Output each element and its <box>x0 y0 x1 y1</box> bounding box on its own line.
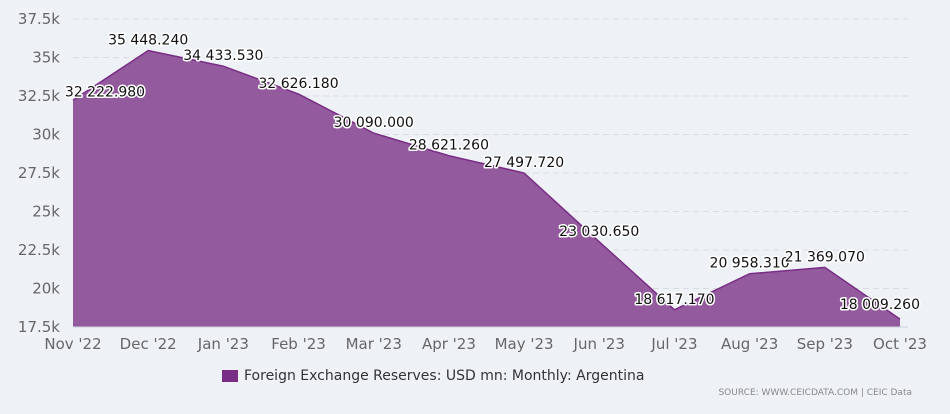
data-label: 30 090.000 <box>334 115 414 131</box>
x-tick-label: Sep '23 <box>797 335 853 353</box>
x-tick-label: Nov '22 <box>44 335 101 353</box>
data-label: 23 030.650 <box>559 224 639 240</box>
x-tick-label: Dec '22 <box>120 335 177 353</box>
y-tick-label: 32.5k <box>18 87 60 105</box>
y-tick-label: 25k <box>32 203 60 221</box>
y-tick-label: 20k <box>32 280 60 298</box>
data-label: 18 009.260 <box>840 297 920 313</box>
data-label: 32 222.980 <box>65 84 145 100</box>
y-tick-label: 22.5k <box>18 241 60 259</box>
series-line <box>72 49 901 320</box>
y-tick-label: 37.5k <box>18 10 60 28</box>
data-label: 20 958.310 <box>710 256 790 272</box>
x-tick-label: Aug '23 <box>721 335 778 353</box>
x-tick-label: Feb '23 <box>271 335 326 353</box>
y-tick-label: 27.5k <box>18 164 60 182</box>
x-tick-label: Jan '23 <box>197 335 249 353</box>
x-tick-label: Oct '23 <box>873 335 927 353</box>
data-label: 18 617.170 <box>634 292 714 308</box>
x-tick-label: May '23 <box>495 335 554 353</box>
y-tick-label: 35k <box>32 49 60 67</box>
data-label: 32 626.180 <box>258 76 338 92</box>
x-tick-label: Jun '23 <box>573 335 625 353</box>
x-tick-label: Mar '23 <box>346 335 402 353</box>
x-tick-label: Apr '23 <box>422 335 476 353</box>
legend-item[interactable]: Foreign Exchange Reserves: USD mn: Month… <box>222 368 644 384</box>
area-fill <box>73 50 900 327</box>
data-label: 27 497.720 <box>484 155 564 171</box>
source-note: SOURCE: WWW.CEICDATA.COM | CEIC Data <box>718 388 912 398</box>
x-tick-label: Jul '23 <box>650 335 697 353</box>
legend-label: Foreign Exchange Reserves: USD mn: Month… <box>244 368 645 384</box>
legend-swatch <box>222 370 238 382</box>
data-label: 28 621.260 <box>409 138 489 154</box>
y-tick-label: 17.5k <box>18 318 60 336</box>
data-label: 21 369.070 <box>785 249 865 265</box>
y-tick-label: 30k <box>32 126 60 144</box>
data-label: 35 448.240 <box>108 33 188 49</box>
data-label: 34 433.530 <box>183 48 263 64</box>
